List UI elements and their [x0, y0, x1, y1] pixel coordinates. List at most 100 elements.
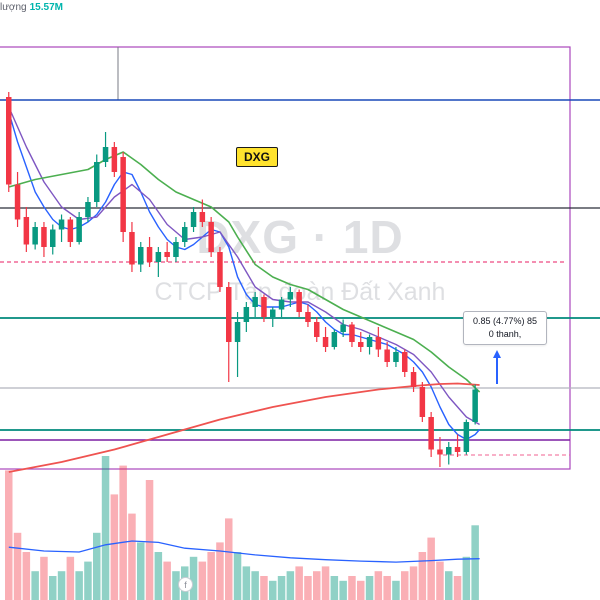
- volume-bar: [40, 556, 48, 600]
- candle: [14, 184, 21, 220]
- volume-bar: [374, 571, 383, 600]
- candles-layer: [6, 92, 478, 467]
- candle: [296, 292, 302, 312]
- candle: [419, 387, 426, 417]
- candle: [76, 217, 82, 242]
- candle: [129, 232, 135, 265]
- volume-bar: [216, 542, 224, 600]
- volume-bar: [295, 566, 303, 600]
- volume-legend: lượng 15.57M: [0, 2, 63, 13]
- volume-bar: [225, 518, 233, 600]
- volume-layer: [5, 456, 479, 600]
- volume-bar: [101, 456, 110, 600]
- candle: [437, 449, 443, 455]
- candle: [366, 337, 373, 347]
- candle: [102, 147, 109, 162]
- candle: [173, 242, 179, 257]
- volume-bar: [93, 532, 101, 600]
- candle: [252, 297, 258, 307]
- candle: [472, 389, 478, 422]
- volume-bar: [436, 561, 444, 600]
- candle: [199, 212, 206, 222]
- volume-bar: [330, 576, 339, 600]
- candle: [182, 227, 188, 242]
- volume-bar: [313, 571, 321, 600]
- horizontal-lines-layer: [0, 99, 600, 456]
- volume-bar: [137, 542, 145, 600]
- volume-bar: [277, 576, 286, 600]
- logo-badge: f: [178, 577, 193, 592]
- volume-bar: [119, 465, 127, 600]
- measure-tooltip-price-change: 0.85 (4.77%) 85: [472, 316, 538, 326]
- candle: [261, 297, 267, 317]
- volume-ma-blue: [8, 540, 480, 563]
- candle: [278, 299, 285, 310]
- volume-bar: [321, 566, 330, 600]
- candle: [120, 157, 126, 232]
- volume-bar: [286, 571, 295, 600]
- volume-bar: [49, 576, 57, 600]
- measure-tooltip[interactable]: 0.85 (4.77%) 85 0 thanh,: [463, 311, 547, 346]
- candle: [67, 219, 74, 242]
- volume-bar: [304, 576, 312, 600]
- candle: [349, 324, 355, 342]
- volume-bar: [471, 525, 479, 600]
- candle: [463, 422, 470, 452]
- volume-bar: [198, 561, 207, 600]
- candle: [314, 322, 320, 337]
- measure-arrow-head[interactable]: [493, 350, 501, 358]
- volume-bar: [75, 571, 83, 600]
- purple-rectangle[interactable]: [0, 46, 571, 470]
- volume-bar: [365, 576, 374, 600]
- volume-bar: [13, 532, 22, 600]
- volume-bar: [357, 580, 365, 600]
- volume-bar: [233, 552, 242, 600]
- volume-bar: [66, 556, 75, 600]
- candle: [111, 147, 118, 172]
- candle: [340, 324, 346, 332]
- candle: [138, 247, 144, 265]
- volume-bar: [31, 571, 39, 600]
- volume-bar: [401, 571, 409, 600]
- volume-bar: [269, 580, 277, 600]
- candle: [50, 229, 56, 247]
- volume-bar: [462, 556, 471, 600]
- candle: [234, 322, 241, 342]
- volume-bar: [128, 513, 136, 600]
- candle: [454, 447, 461, 452]
- volume-bar: [348, 576, 356, 600]
- volume-bar: [22, 552, 31, 600]
- symbol-note-label[interactable]: DXG: [236, 147, 279, 167]
- candle: [384, 349, 390, 362]
- candle: [226, 287, 232, 342]
- volume-bar: [409, 566, 418, 600]
- candle: [446, 447, 452, 455]
- candle: [331, 332, 338, 347]
- candle: [94, 162, 100, 202]
- candle: [375, 337, 382, 350]
- volume-bar: [392, 580, 400, 600]
- volume-bar: [145, 480, 154, 600]
- volume-bar: [418, 552, 427, 600]
- volume-bar: [57, 571, 66, 600]
- candle: [217, 252, 223, 287]
- candle: [243, 307, 250, 322]
- volume-bar: [260, 576, 268, 600]
- volume-bar: [172, 571, 180, 600]
- candle: [164, 252, 170, 257]
- candle: [6, 97, 12, 185]
- volume-bar: [189, 556, 198, 600]
- candle: [58, 219, 65, 230]
- candle: [41, 227, 47, 247]
- volume-bar: [110, 494, 119, 600]
- measure-tooltip-bars: 0 thanh,: [488, 329, 522, 340]
- candle: [146, 247, 153, 262]
- candle: [410, 372, 417, 387]
- volume-bar: [427, 537, 435, 600]
- candle: [305, 312, 311, 322]
- candle: [270, 309, 276, 317]
- volume-bar: [242, 566, 251, 600]
- candle: [428, 417, 434, 450]
